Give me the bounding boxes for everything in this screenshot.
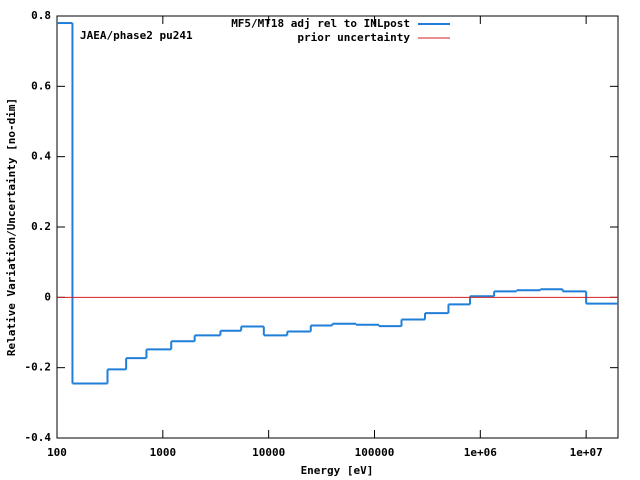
x-tick-label: 1e+07 (570, 446, 603, 459)
y-tick-label: 0.4 (31, 150, 51, 163)
y-tick-label: -0.2 (25, 361, 52, 374)
y-tick-label: 0 (44, 290, 51, 303)
y-axis-label: Relative Variation/Uncertainty [no-dim] (5, 98, 18, 356)
x-tick-label: 100000 (355, 446, 395, 459)
x-tick-label: 10000 (252, 446, 285, 459)
y-tick-label: 0.2 (31, 220, 51, 233)
y-tick-label: -0.4 (25, 431, 52, 444)
legend-label: prior uncertainty (297, 31, 410, 44)
plot-frame (56, 15, 619, 439)
y-tick-label: 0.6 (31, 79, 51, 92)
x-tick-label: 100 (47, 446, 67, 459)
annotation: JAEA/phase2 pu241 (80, 29, 193, 42)
x-tick-label: 1e+06 (464, 446, 497, 459)
legend-label: MF5/MT18 adj rel to INLpost (231, 17, 410, 30)
y-tick-label: 0.8 (31, 9, 51, 22)
x-tick-label: 1000 (150, 446, 177, 459)
x-axis-label: Energy [eV] (301, 464, 374, 477)
